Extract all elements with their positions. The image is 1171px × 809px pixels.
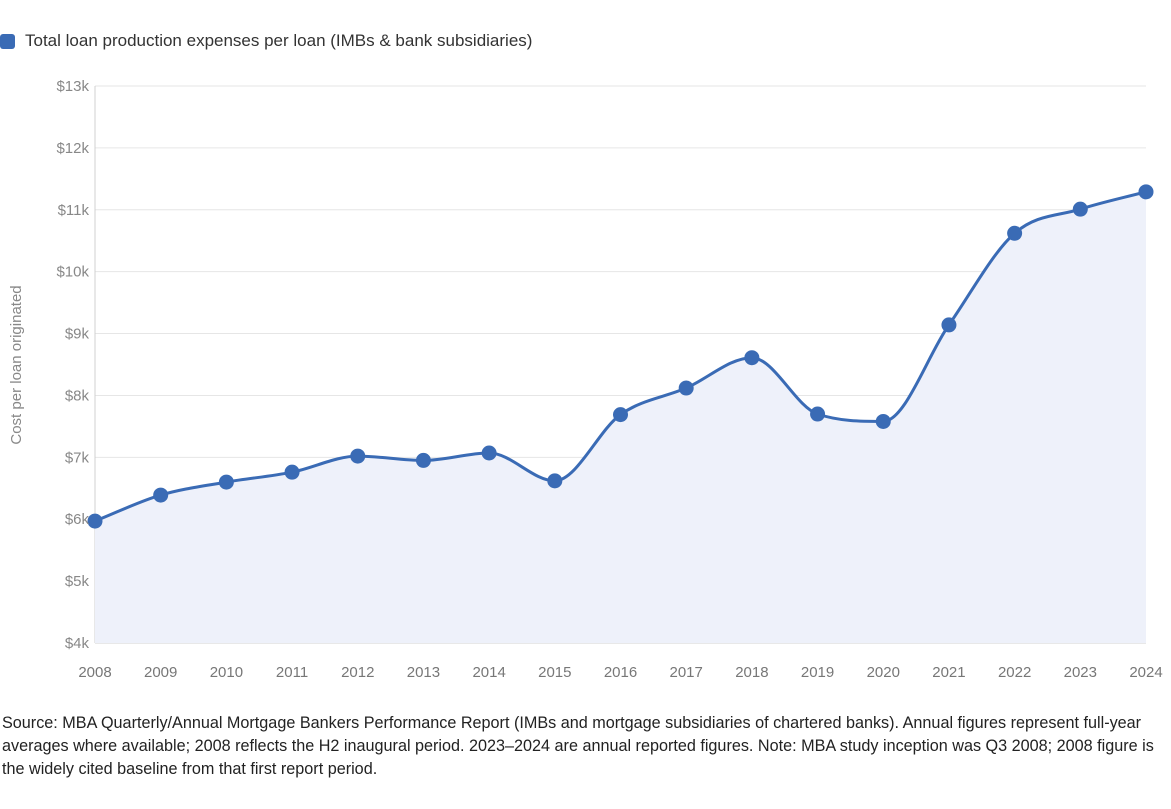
data-point[interactable] [1138, 184, 1154, 200]
data-point[interactable] [810, 406, 826, 422]
legend-swatch [0, 33, 15, 49]
y-tick-label: $9k [65, 326, 90, 343]
y-axis-label: Cost per loan originated [8, 285, 25, 444]
y-tick-label: $11k [58, 202, 90, 219]
source-note: Source: MBA Quarterly/Annual Mortgage Ba… [2, 714, 1154, 778]
x-tick-label: 2011 [276, 664, 308, 681]
x-tick-label: 2010 [210, 664, 243, 681]
x-tick-label: 2019 [801, 664, 834, 681]
data-point[interactable] [218, 474, 234, 490]
x-axis-ticks: 2008 2009 2010 2011 2012 2013 2014 2015 2016 2017… [78, 664, 1162, 681]
y-tick-label: $5k [65, 573, 90, 590]
x-tick-label: 2009 [144, 664, 177, 681]
x-tick-label: 2020 [867, 664, 900, 681]
x-tick-label: 2014 [472, 664, 505, 681]
x-tick-label: 2008 [78, 664, 111, 681]
data-point[interactable] [153, 487, 169, 503]
data-point[interactable] [350, 448, 366, 464]
y-tick-label: $7k [65, 449, 90, 466]
x-tick-label: 2021 [932, 664, 965, 681]
y-tick-label: $13k [56, 78, 89, 95]
data-point[interactable] [1007, 225, 1023, 241]
x-tick-label: 2024 [1129, 664, 1162, 681]
x-tick-label: 2012 [341, 664, 374, 681]
data-point[interactable] [613, 407, 628, 423]
x-tick-label: 2017 [670, 664, 703, 681]
y-tick-label: $10k [56, 264, 89, 281]
data-point[interactable] [481, 445, 497, 461]
data-point[interactable] [1072, 201, 1088, 217]
y-tick-label: $6k [65, 511, 90, 528]
data-point[interactable] [941, 317, 957, 333]
y-axis-ticks: $4k $5k $6k $7k $8k $9k $10k $11k $12k $13k [56, 78, 89, 652]
data-points [87, 184, 1154, 529]
series-line [94, 190, 1147, 523]
data-point[interactable] [875, 413, 891, 429]
data-point[interactable] [415, 452, 431, 468]
line-chart: $4k$5k$6k$7k$8k$9k$10k$11k$12k$13k 2008 2… [8, 78, 1163, 681]
data-point[interactable] [547, 473, 563, 489]
y-tick-label: $12k [56, 140, 89, 157]
y-tick-label: $4k [65, 635, 90, 652]
x-tick-label: 2018 [735, 664, 768, 681]
legend-label: Total loan production expenses per loan … [25, 31, 533, 50]
data-point[interactable] [87, 513, 103, 529]
legend: Total loan production expenses per loan … [0, 30, 532, 52]
x-tick-label: 2022 [998, 664, 1031, 681]
y-tick-label: $8k [65, 387, 90, 404]
x-tick-label: 2013 [407, 664, 440, 681]
data-point[interactable] [744, 350, 760, 366]
x-tick-label: 2023 [1064, 664, 1097, 681]
data-point[interactable] [284, 464, 300, 480]
data-point[interactable] [678, 380, 694, 396]
x-tick-label: 2016 [604, 664, 637, 681]
x-tick-label: 2015 [538, 664, 571, 681]
